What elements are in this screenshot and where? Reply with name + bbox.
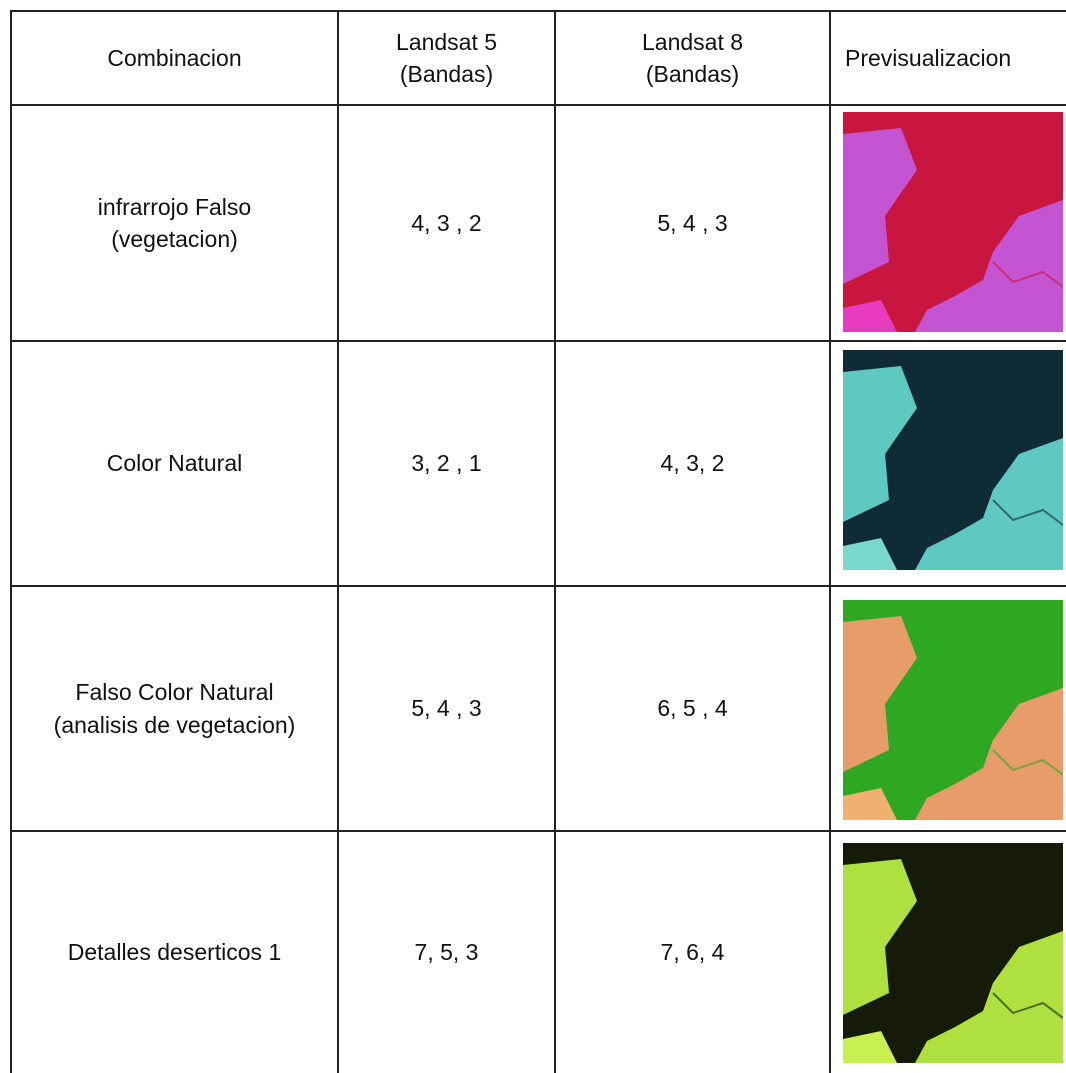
table-cell: 4, 3 , 2 bbox=[411, 209, 482, 236]
preview-image bbox=[843, 350, 1063, 570]
header-cell: Previsualizacion bbox=[845, 44, 1012, 71]
border bbox=[337, 10, 339, 1073]
table-cell: 7, 5, 3 bbox=[414, 939, 479, 966]
border bbox=[10, 104, 1066, 106]
table-cell: Detalles deserticos 1 bbox=[67, 939, 282, 966]
table-cell: 6, 5 , 4 bbox=[657, 695, 728, 722]
border bbox=[10, 830, 1066, 832]
border bbox=[829, 10, 831, 1073]
header-cell: Landsat 8 (Bandas) bbox=[641, 28, 744, 87]
table-cell: 7, 6, 4 bbox=[660, 939, 725, 966]
preview-image bbox=[843, 600, 1063, 820]
table-cell: Falso Color Natural (analisis de vegetac… bbox=[53, 679, 296, 738]
preview-image bbox=[843, 112, 1063, 332]
preview-image bbox=[843, 843, 1063, 1063]
header-cell: Combinacion bbox=[107, 44, 242, 71]
table-cell: infrarrojo Falso (vegetacion) bbox=[97, 193, 252, 252]
border bbox=[10, 340, 1066, 342]
header-cell: Landsat 5 (Bandas) bbox=[395, 28, 498, 87]
table-cell: 5, 4 , 3 bbox=[657, 209, 728, 236]
border bbox=[10, 10, 1066, 12]
border bbox=[10, 585, 1066, 587]
table-cell: 5, 4 , 3 bbox=[411, 695, 482, 722]
table-cell: 4, 3, 2 bbox=[660, 450, 725, 477]
border bbox=[10, 10, 12, 1073]
border bbox=[554, 10, 556, 1073]
table-cell: 3, 2 , 1 bbox=[411, 450, 482, 477]
table-cell: Color Natural bbox=[106, 450, 243, 477]
